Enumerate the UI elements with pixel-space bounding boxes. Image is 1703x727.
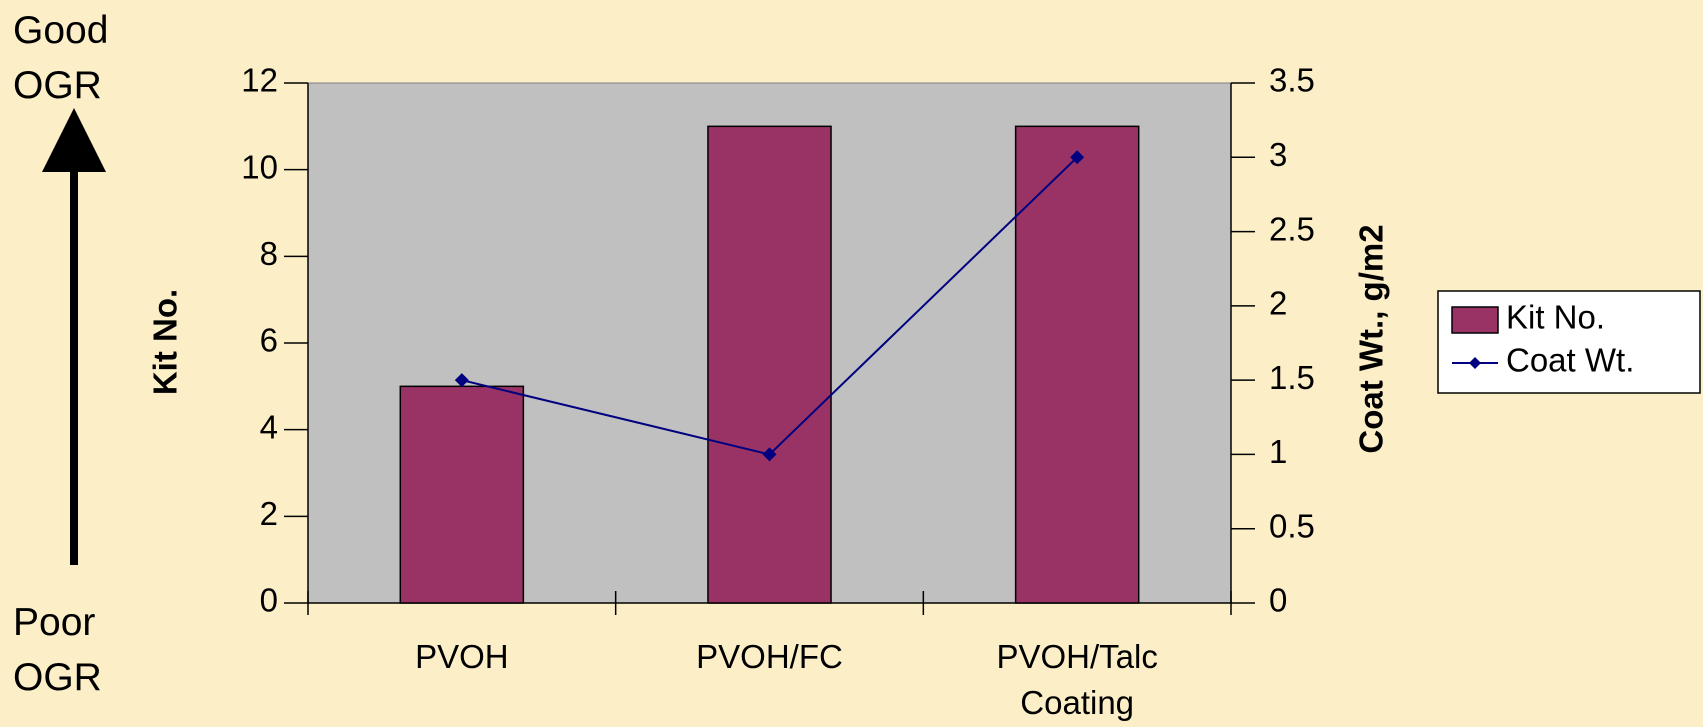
line-marker (454, 373, 469, 388)
y2-tick-label: 2.5 (1269, 210, 1315, 247)
y2-tick-label: 3.5 (1269, 62, 1315, 99)
y-tick-label: 12 (241, 62, 278, 99)
legend-marker (1469, 357, 1481, 369)
y2-tick-label: 1.5 (1269, 359, 1315, 396)
y-tick-label: 10 (241, 148, 278, 185)
line-marker (762, 447, 777, 462)
legend-label: Coat Wt. (1506, 342, 1634, 379)
y2-tick-label: 1 (1269, 433, 1287, 470)
y2-tick-label: 0 (1269, 582, 1287, 619)
x-tick-label: PVOH/FC (696, 638, 843, 675)
y-tick-label: 2 (260, 495, 278, 532)
y-axis-title: Kit No. (147, 289, 184, 395)
y-tick-label: 4 (260, 408, 278, 445)
bar (707, 125, 832, 604)
annotation-good: Good OGR (13, 9, 109, 107)
y2-tick-label: 0.5 (1269, 507, 1315, 544)
y2-axis-title: Coat Wt., g/m2 (1353, 224, 1390, 453)
y2-tick-label: 3 (1269, 136, 1287, 173)
annotation-poor: Poor OGR (13, 601, 102, 699)
bar (399, 385, 525, 604)
legend-label: Kit No. (1506, 299, 1605, 336)
bar (1014, 125, 1140, 604)
y-tick-label: 6 (260, 322, 278, 359)
line-marker (1070, 150, 1085, 165)
x-tick-label: PVOH/Talc Coating (996, 638, 1158, 721)
y-tick-label: 0 (260, 582, 278, 619)
legend-swatch (1451, 306, 1499, 334)
y2-tick-label: 2 (1269, 285, 1287, 322)
y-tick-label: 8 (260, 235, 278, 272)
x-tick-label: PVOH (415, 638, 509, 675)
